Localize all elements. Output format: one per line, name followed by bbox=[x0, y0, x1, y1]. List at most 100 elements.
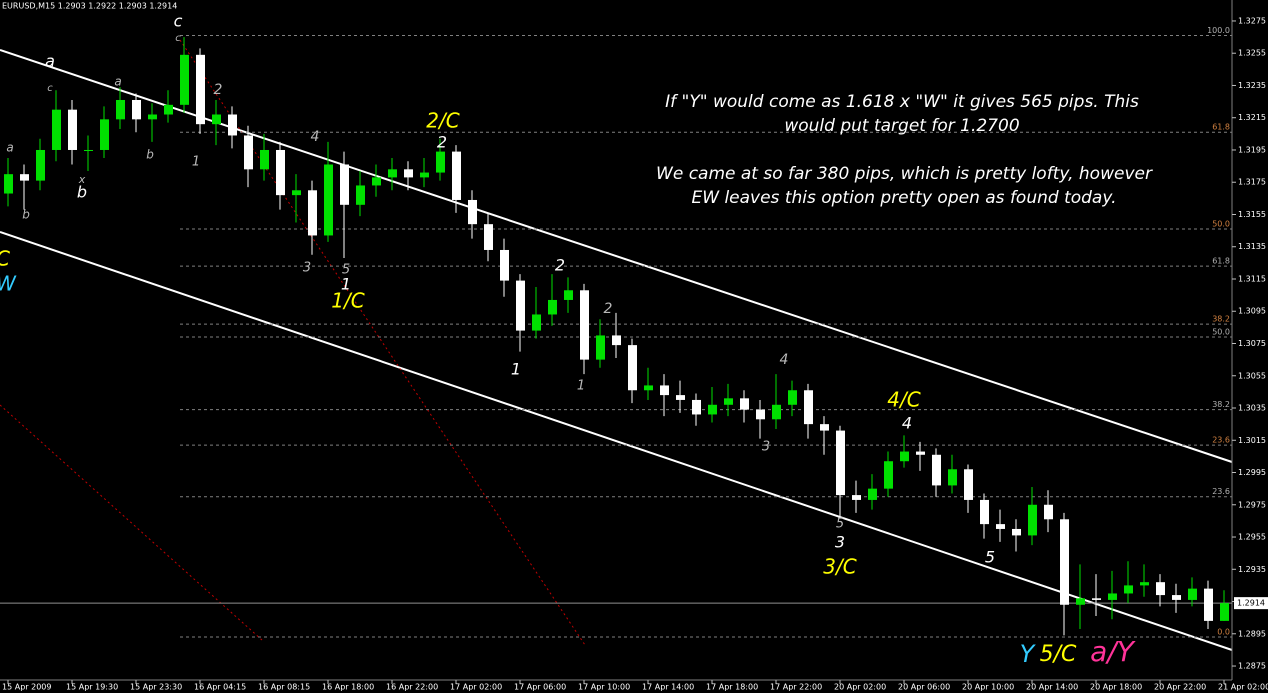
candle-body bbox=[564, 290, 573, 300]
candle-body bbox=[756, 409, 765, 420]
wave-label: 2 bbox=[604, 301, 613, 317]
wave-label: a bbox=[114, 75, 121, 89]
wave-label: b bbox=[77, 183, 87, 202]
fib-label: 0.0 bbox=[1217, 628, 1230, 637]
wave-label: C bbox=[0, 247, 10, 271]
candle-body bbox=[356, 185, 365, 205]
wave-label: W bbox=[0, 272, 17, 296]
candle-body bbox=[180, 54, 189, 105]
wave-label: b bbox=[146, 148, 154, 162]
candle-body bbox=[1060, 519, 1069, 605]
candle-body bbox=[276, 149, 285, 196]
channel-upper bbox=[0, 49, 1233, 463]
y-tick-label: 1.3055 bbox=[1238, 371, 1266, 380]
candle-body bbox=[804, 390, 813, 425]
candle-body bbox=[260, 149, 269, 170]
candle-body bbox=[900, 451, 909, 462]
candle-body bbox=[516, 280, 525, 331]
wave-label: c bbox=[175, 33, 181, 44]
candle-body bbox=[932, 454, 941, 486]
y-tick-label: 1.3195 bbox=[1238, 145, 1266, 154]
x-tick-label: 20 Apr 10:00 bbox=[962, 683, 1014, 692]
candle-body bbox=[1140, 582, 1149, 586]
fib-label: 50.0 bbox=[1212, 220, 1230, 229]
wave-label: 3/C bbox=[823, 555, 856, 579]
y-tick-label: 1.3275 bbox=[1238, 16, 1266, 25]
wave-label: 1 bbox=[341, 275, 351, 294]
x-tick-label: 17 Apr 22:00 bbox=[770, 683, 822, 692]
y-tick-label: 1.3135 bbox=[1238, 242, 1266, 251]
candle-body bbox=[292, 190, 301, 196]
x-tick-label: 20 Apr 22:00 bbox=[1154, 683, 1206, 692]
wave-label: 5 bbox=[985, 548, 995, 567]
y-tick-label: 1.3235 bbox=[1238, 81, 1266, 90]
fib-label: 38.2 bbox=[1212, 400, 1230, 409]
candle-body bbox=[1204, 588, 1213, 621]
y-tick-label: 1.3015 bbox=[1238, 436, 1266, 445]
wave-label: a bbox=[45, 52, 55, 71]
x-tick-label: 15 Apr 2009 bbox=[2, 683, 51, 692]
candle-body bbox=[788, 390, 797, 405]
x-tick-label: 21 Apr 02:00 bbox=[1218, 683, 1268, 692]
candle-body bbox=[724, 398, 733, 405]
wave-label: Y bbox=[1020, 640, 1037, 668]
y-tick-label: 1.3115 bbox=[1238, 274, 1266, 283]
candle-body bbox=[484, 224, 493, 250]
candle-body bbox=[36, 149, 45, 181]
x-tick-label: 20 Apr 02:00 bbox=[834, 683, 886, 692]
candle-body bbox=[740, 398, 749, 410]
fib-label: 23.6 bbox=[1212, 487, 1230, 496]
x-tick-label: 20 Apr 06:00 bbox=[898, 683, 950, 692]
candle-body bbox=[324, 164, 333, 236]
candle-body bbox=[468, 199, 477, 225]
x-tick-label: 17 Apr 02:00 bbox=[450, 683, 502, 692]
x-tick-label: 17 Apr 10:00 bbox=[578, 683, 630, 692]
wave-label: a bbox=[6, 141, 13, 155]
candle-body bbox=[308, 190, 317, 236]
wave-label: 5 bbox=[342, 263, 350, 278]
y-tick-label: 1.3255 bbox=[1238, 49, 1266, 58]
x-tick-label: 16 Apr 08:15 bbox=[258, 683, 310, 692]
wave-label: 5/C bbox=[1040, 642, 1077, 667]
wave-label: 1 bbox=[577, 379, 585, 394]
candle-body bbox=[628, 345, 637, 391]
y-tick-label: 1.2975 bbox=[1238, 500, 1266, 509]
candle-body bbox=[1156, 582, 1165, 596]
wave-label: 2/C bbox=[426, 109, 459, 133]
y-tick-label: 1.2875 bbox=[1238, 662, 1266, 671]
wave-label: x bbox=[78, 173, 86, 186]
candle-body bbox=[244, 135, 253, 170]
x-tick-label: 17 Apr 14:00 bbox=[642, 683, 694, 692]
x-tick-label: 20 Apr 14:00 bbox=[1026, 683, 1078, 692]
candle-body bbox=[836, 430, 845, 496]
candle-body bbox=[1028, 504, 1037, 536]
candle-body bbox=[1012, 528, 1021, 536]
wave-label: 4 bbox=[902, 414, 912, 433]
candle-body bbox=[1092, 598, 1101, 600]
candle-body bbox=[500, 249, 509, 281]
wave-label: 5 bbox=[836, 517, 844, 532]
candle-body bbox=[84, 149, 93, 151]
wave-label: 4 bbox=[311, 129, 320, 145]
y-tick-label: 1.2955 bbox=[1238, 533, 1266, 542]
fib-label: 61.8 bbox=[1212, 123, 1230, 132]
candle-body bbox=[4, 174, 13, 194]
wave-label: b bbox=[22, 208, 30, 222]
candle-body bbox=[532, 314, 541, 331]
wave-label: 4 bbox=[780, 352, 789, 368]
candle-body bbox=[212, 114, 221, 125]
y-tick-label: 1.2895 bbox=[1238, 629, 1266, 638]
channel-lower bbox=[0, 231, 1233, 651]
candle-body bbox=[148, 114, 157, 120]
candle-body bbox=[116, 99, 125, 120]
candle-body bbox=[20, 174, 29, 181]
candle-body bbox=[340, 164, 349, 205]
fib-label: 23.6 bbox=[1212, 436, 1230, 445]
wave-label: a/Y bbox=[1090, 635, 1136, 668]
candle-body bbox=[372, 177, 381, 186]
candle-body bbox=[916, 451, 925, 455]
comment-text: If "Y" would come as 1.618 x "W" it give… bbox=[665, 92, 1139, 112]
candle-body bbox=[196, 54, 205, 125]
x-tick-label: 15 Apr 19:30 bbox=[66, 683, 118, 692]
candle-body bbox=[100, 119, 109, 150]
